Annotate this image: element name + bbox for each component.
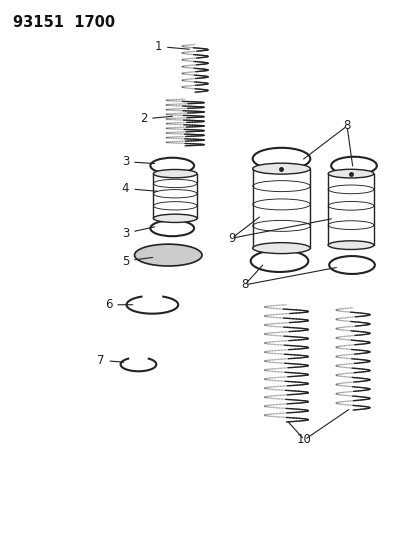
Ellipse shape <box>252 163 310 174</box>
Text: 8: 8 <box>342 119 350 132</box>
Text: 10: 10 <box>296 433 311 446</box>
Text: 8: 8 <box>240 278 248 292</box>
Ellipse shape <box>153 214 197 222</box>
Text: 3: 3 <box>121 227 154 240</box>
Text: 1: 1 <box>154 40 189 53</box>
Ellipse shape <box>153 169 197 178</box>
Text: 5: 5 <box>121 255 152 268</box>
Text: 93151  1700: 93151 1700 <box>13 15 115 30</box>
Text: 6: 6 <box>104 298 133 311</box>
Text: 7: 7 <box>97 354 123 367</box>
Ellipse shape <box>252 243 310 254</box>
Ellipse shape <box>328 241 373 249</box>
Text: 3: 3 <box>121 155 154 168</box>
Ellipse shape <box>134 244 202 266</box>
Text: 2: 2 <box>139 112 172 125</box>
Ellipse shape <box>328 169 373 178</box>
Text: 4: 4 <box>121 182 157 195</box>
Text: 9: 9 <box>228 232 235 245</box>
